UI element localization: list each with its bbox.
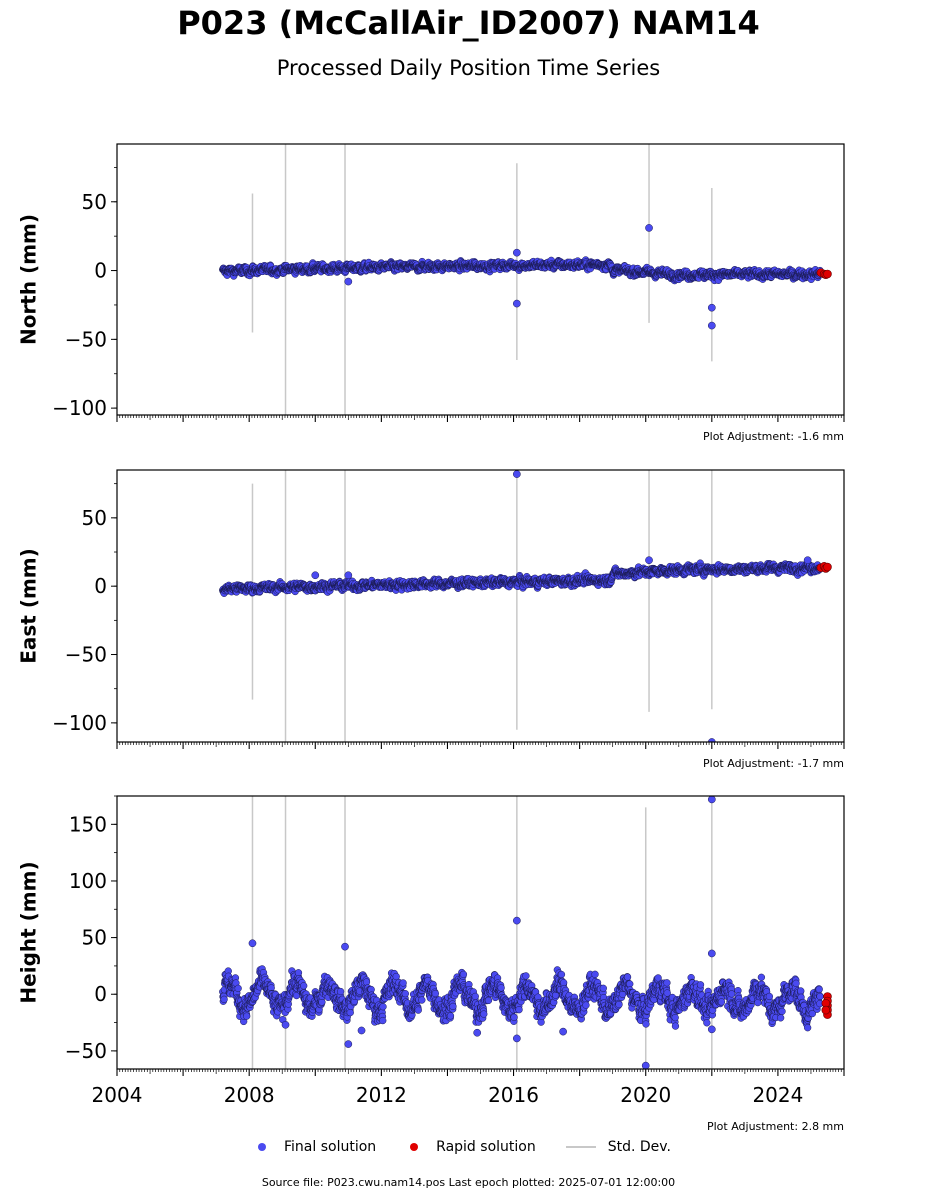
- final-solution-point: [311, 571, 320, 580]
- final-solution-point: [344, 571, 353, 580]
- y-tick-label: 50: [82, 506, 107, 530]
- y-tick-label: 0: [94, 259, 107, 283]
- final-solution-point: [513, 299, 521, 308]
- y-tick-label: 0: [94, 574, 107, 598]
- final-solution-point: [707, 321, 716, 330]
- final-solution-point: [707, 303, 716, 312]
- plot-adjustment-note: Plot Adjustment: -1.7 mm: [703, 757, 844, 770]
- y-tick-label: −50: [65, 327, 107, 351]
- rapid-solution-point: [823, 562, 832, 572]
- y-axis-label: East (mm): [17, 548, 41, 664]
- final-solution-point: [513, 470, 521, 478]
- final-solution-point: [707, 738, 716, 742]
- rapid-solution-point: [823, 269, 832, 279]
- y-tick-label: −100: [52, 711, 107, 735]
- final-solution-point: [803, 556, 812, 565]
- panel-east: 50 0 −50 −100 East (mm) Plot Adjustment: -1.7…: [17, 469, 845, 770]
- plot-area-east: [219, 470, 832, 742]
- final-solution-point: [645, 556, 653, 565]
- plot-adjustment-note: Plot Adjustment: -1.6 mm: [703, 430, 844, 443]
- final-solution-point: [513, 248, 521, 257]
- chart-subtitle: Processed Daily Position Time Series: [276, 56, 661, 80]
- y-tick-label: −50: [65, 643, 107, 667]
- plot-frame: [116, 469, 845, 743]
- final-solution-point: [220, 995, 228, 1003]
- chart-title: P023 (McCallAir_ID2007) NAM14: [177, 4, 760, 42]
- plot-frame: [116, 143, 845, 416]
- panel-north: 50 0 −50 −100 North (mm) Plot Adjustment: -1.…: [17, 143, 845, 443]
- y-tick-label: −100: [52, 396, 107, 420]
- final-solution-point: [645, 224, 653, 232]
- y-tick-label: 50: [82, 190, 107, 214]
- plot-area-north: [219, 144, 832, 415]
- final-solution-point: [344, 277, 353, 286]
- plot-area-height: [219, 796, 832, 1069]
- y-axis-label: North (mm): [17, 214, 41, 345]
